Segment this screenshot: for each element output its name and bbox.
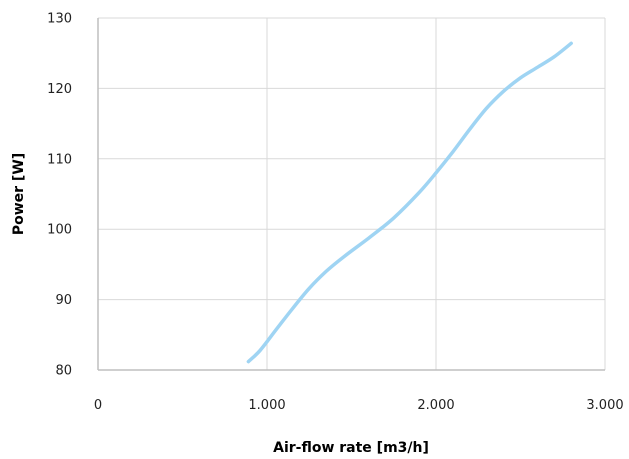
series-line [246, 41, 573, 364]
gridlines [98, 17, 606, 371]
series-layer [246, 41, 573, 364]
x-tick-labels: 0 1.000 2.000 3.000 [94, 398, 624, 413]
axes [97, 18, 605, 371]
y-tick-label: 110 [47, 152, 72, 167]
y-tick-label: 130 [47, 12, 72, 27]
y-tick-label: 90 [55, 293, 72, 308]
x-tick-label: 0 [94, 398, 102, 413]
y-axis-title: Power [W] [11, 153, 27, 235]
x-tick-label: 2.000 [417, 398, 454, 413]
x-axis-title: Air-flow rate [m3/h] [273, 440, 429, 456]
y-tick-label: 120 [47, 82, 72, 97]
y-tick-label: 100 [47, 223, 72, 238]
x-tick-label: 3.000 [586, 398, 623, 413]
y-tick-label: 80 [55, 364, 72, 379]
x-tick-label: 1.000 [248, 398, 285, 413]
y-tick-labels: 80 90 100 110 120 130 [47, 12, 72, 379]
